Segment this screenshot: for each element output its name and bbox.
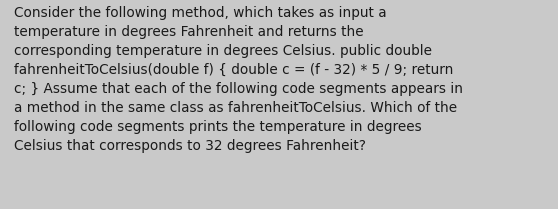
- Text: Consider the following method, which takes as input a
temperature in degrees Fah: Consider the following method, which tak…: [14, 6, 463, 153]
